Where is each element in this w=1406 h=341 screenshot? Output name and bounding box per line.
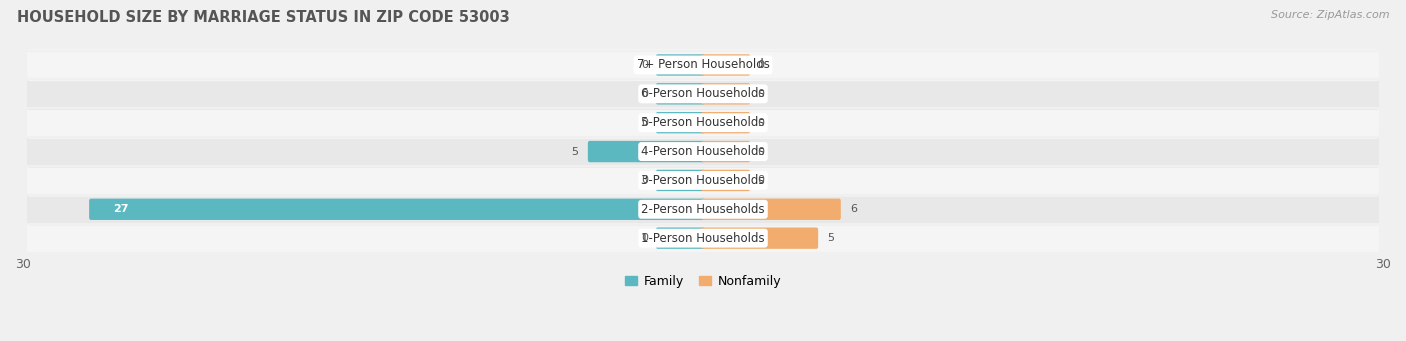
FancyBboxPatch shape [27,135,1379,168]
FancyBboxPatch shape [655,170,704,191]
FancyBboxPatch shape [702,198,841,220]
Text: 0: 0 [758,60,765,70]
FancyBboxPatch shape [655,54,704,76]
FancyBboxPatch shape [702,227,818,249]
Text: 0: 0 [641,60,648,70]
Text: 0: 0 [758,89,765,99]
Text: HOUSEHOLD SIZE BY MARRIAGE STATUS IN ZIP CODE 53003: HOUSEHOLD SIZE BY MARRIAGE STATUS IN ZIP… [17,10,509,25]
Text: 0: 0 [758,147,765,157]
Text: 2-Person Households: 2-Person Households [641,203,765,216]
Text: 6: 6 [851,204,858,214]
Text: 0: 0 [641,118,648,128]
Text: 27: 27 [114,204,129,214]
Text: 3-Person Households: 3-Person Households [641,174,765,187]
FancyBboxPatch shape [702,54,751,76]
Text: 0: 0 [641,233,648,243]
Text: 0: 0 [641,89,648,99]
Text: 5: 5 [828,233,835,243]
FancyBboxPatch shape [588,141,704,162]
FancyBboxPatch shape [89,198,704,220]
FancyBboxPatch shape [27,78,1379,110]
Legend: Family, Nonfamily: Family, Nonfamily [620,270,786,293]
FancyBboxPatch shape [27,222,1379,254]
Text: 4-Person Households: 4-Person Households [641,145,765,158]
FancyBboxPatch shape [655,227,704,249]
Text: 0: 0 [758,118,765,128]
Text: 7+ Person Households: 7+ Person Households [637,58,769,72]
FancyBboxPatch shape [702,83,751,104]
FancyBboxPatch shape [702,141,751,162]
FancyBboxPatch shape [655,83,704,104]
Text: 0: 0 [758,175,765,186]
Text: 5-Person Households: 5-Person Households [641,116,765,129]
FancyBboxPatch shape [27,49,1379,81]
Text: 1-Person Households: 1-Person Households [641,232,765,244]
Text: 5: 5 [571,147,578,157]
FancyBboxPatch shape [702,170,751,191]
Text: 6-Person Households: 6-Person Households [641,87,765,100]
Text: Source: ZipAtlas.com: Source: ZipAtlas.com [1271,10,1389,20]
FancyBboxPatch shape [27,106,1379,139]
FancyBboxPatch shape [655,112,704,133]
FancyBboxPatch shape [27,164,1379,197]
FancyBboxPatch shape [27,193,1379,225]
FancyBboxPatch shape [702,112,751,133]
Text: 0: 0 [641,175,648,186]
